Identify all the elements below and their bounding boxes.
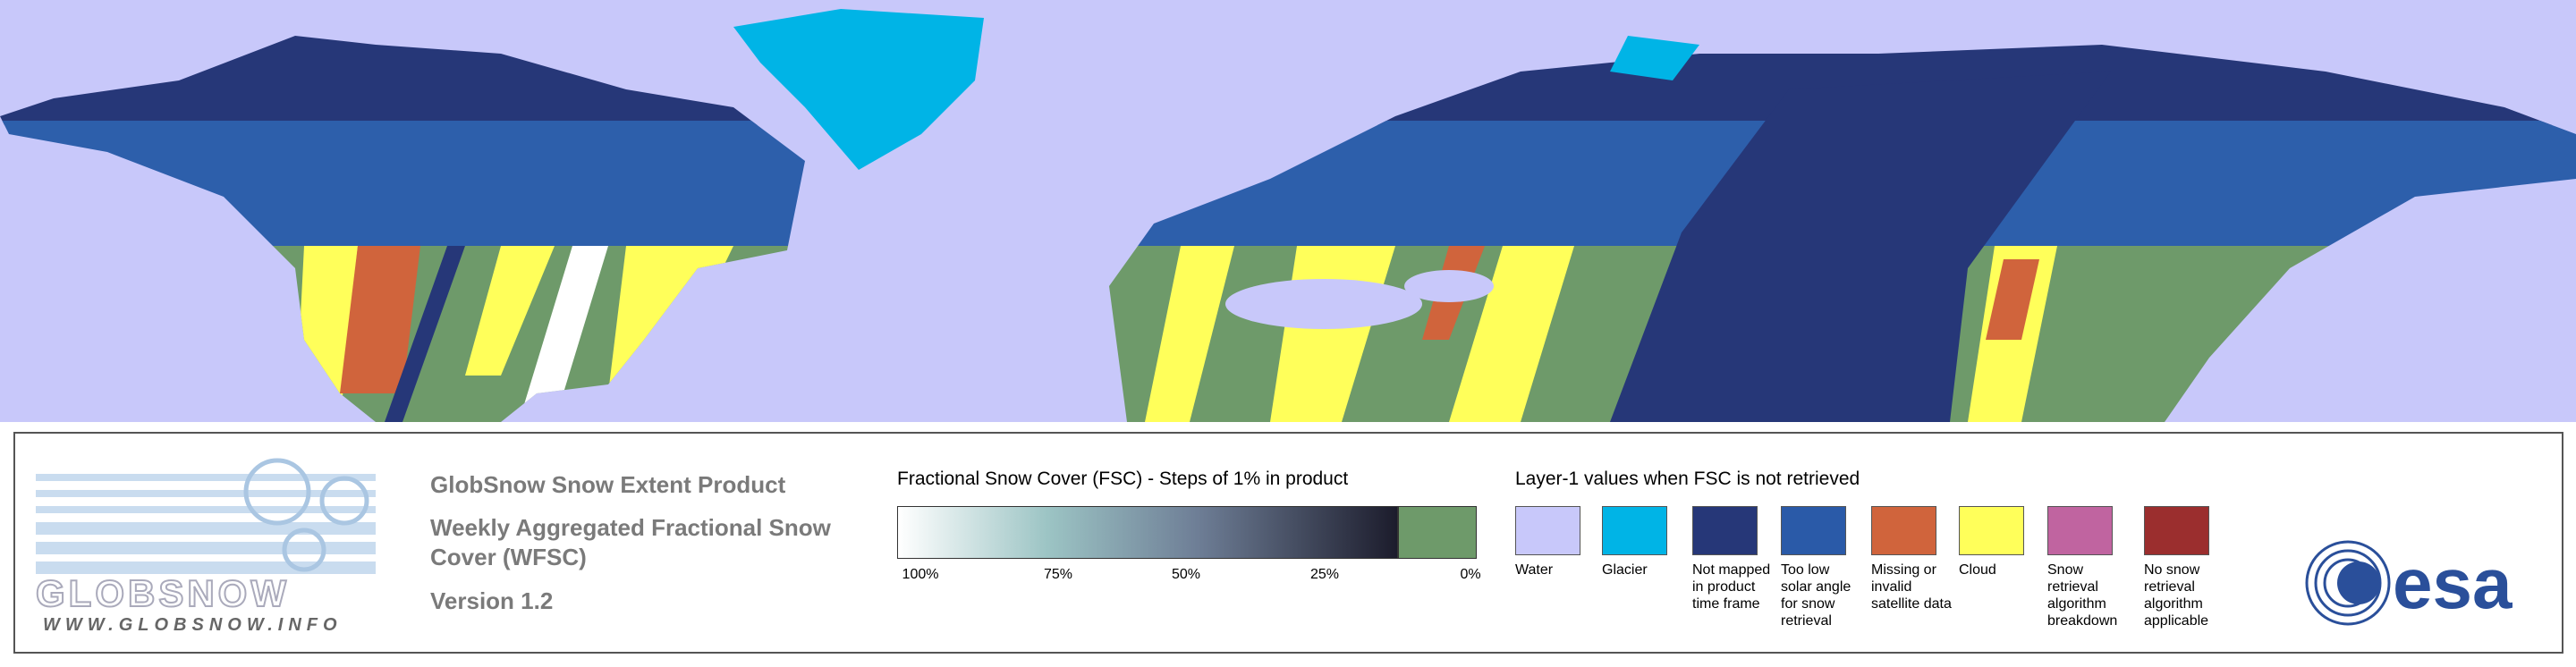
fsc-tick-label: 0% (1460, 567, 1481, 582)
fsc-gradient (897, 506, 1398, 559)
logo-url: WWW.GLOBSNOW.INFO (43, 615, 343, 635)
esa-logo: esa (2305, 540, 2512, 626)
legend-swatch (1515, 506, 1580, 555)
subtitle: Weekly Aggregated Fractional Snow Cover … (430, 514, 831, 570)
legend-label: Cloud (1959, 562, 1996, 578)
fsc-title: Fractional Snow Cover (FSC) - Steps of 1… (897, 469, 1349, 489)
fsc-tick-label: 25% (1309, 567, 1340, 582)
legend-label: Snow retrieval algorithm breakdown (2047, 562, 2118, 629)
fsc-tick-label: 75% (1043, 567, 1073, 582)
legend-swatch (1959, 506, 2024, 555)
legend-label: Not mapped in product time frame (1692, 562, 1771, 612)
fsc-tick-label: 100% (902, 567, 939, 582)
logo-name: GLOBSNOW (35, 571, 290, 615)
fsc-zero (1398, 506, 1477, 559)
legend-swatch (1871, 506, 1936, 555)
layer1-title: Layer-1 values when FSC is not retrieved (1515, 469, 1860, 489)
greenland (733, 9, 984, 170)
title: GlobSnow Snow Extent Product (430, 471, 786, 498)
legend-swatch (1781, 506, 1846, 555)
legend-swatch (1602, 506, 1667, 555)
legend-label: No snow retrieval algorithm applicable (2144, 562, 2209, 629)
map (0, 0, 2576, 422)
legend-panel (13, 432, 2563, 654)
legend-label: Water (1515, 562, 1554, 578)
version: Version 1.2 (430, 587, 554, 614)
legend-swatch (1692, 506, 1758, 555)
legend-swatch (2144, 506, 2209, 555)
globsnow-logo (36, 458, 376, 574)
legend-label: Too low solar angle for snow retrieval (1781, 562, 1852, 629)
legend-label: Glacier (1602, 562, 1648, 578)
legend-swatch (2047, 506, 2113, 555)
esa-text: esa (2393, 544, 2512, 623)
legend-label: Missing or invalid satellite data (1871, 562, 1952, 612)
fsc-tick-label: 50% (1171, 567, 1201, 582)
